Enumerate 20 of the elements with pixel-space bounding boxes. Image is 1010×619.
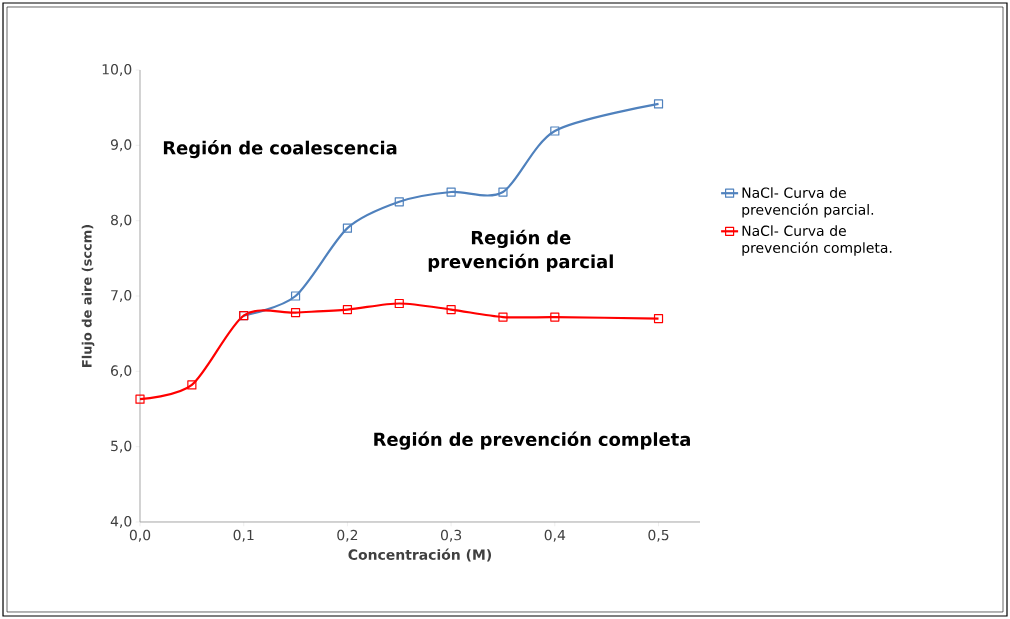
x-tick-label: 0,2 [337,529,358,542]
x-tick-label: 0,5 [648,529,669,542]
y-tick-label: 7,0 [111,289,132,302]
y-tick-label: 8,0 [111,214,132,227]
annotation: Región de coalescencia [163,139,397,159]
x-tick-label: 0,3 [440,529,462,542]
x-tick-label: 0,1 [233,529,254,542]
y-tick-label: 4,0 [110,515,132,528]
y-tick-label: 9,0 [110,139,132,152]
x-tick-label: 0,0 [129,529,151,542]
legend-label: NaCl- Curva de prevención completa. [742,225,892,256]
y-tick-label: 6,0 [111,365,132,378]
annotation: Región de prevención parcial [428,229,613,272]
y-tick-label: 5,0 [111,440,132,453]
y-tick-label: 10,0 [102,64,132,76]
x-tick-label: 0,4 [544,529,566,542]
annotation: Región de prevención completa [374,431,690,450]
legend-label: NaCl- Curva de prevención parcial. [742,187,874,218]
x-axis-title: Concentración (M) [348,548,492,562]
y-axis-title: Flujo de aire (sccm) [81,225,95,367]
